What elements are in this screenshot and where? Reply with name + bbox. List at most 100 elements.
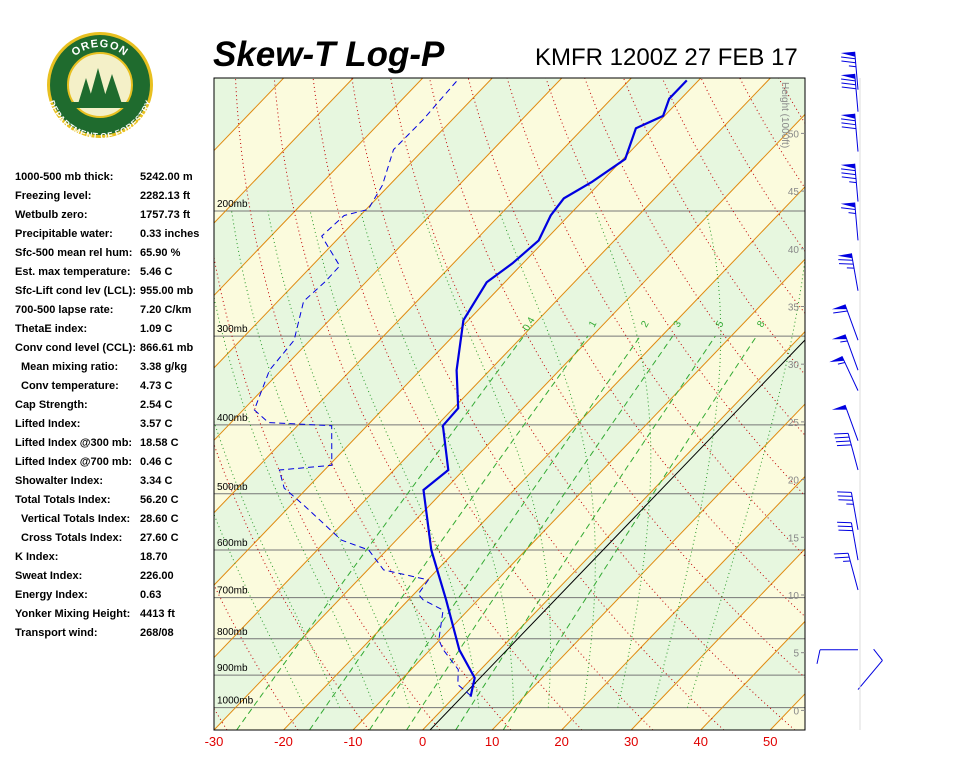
- axes: 1000mb 900mb 800mb 700mb 600mb 500mb 400mb 300m…: [205, 82, 805, 749]
- index-value: 226.00: [140, 570, 174, 582]
- barb-feather: [841, 60, 856, 64]
- barb-feather: [841, 168, 856, 172]
- isotherm: [214, 78, 424, 297]
- height-tick-label: 0: [793, 706, 799, 717]
- index-label: Sfc-Lift cond lev (LCL):: [15, 285, 136, 297]
- barb-staff: [841, 355, 859, 391]
- barb-staff: [854, 202, 859, 241]
- wind-barb: [837, 521, 859, 561]
- moist-adiabat: [421, 210, 551, 708]
- isotherm: [909, 78, 960, 730]
- logo-ground: [72, 102, 128, 108]
- mixing-ratio-label: 3: [672, 319, 685, 330]
- isotherm: [214, 78, 632, 514]
- barb-feather: [837, 491, 852, 493]
- index-label: Freezing level:: [15, 190, 91, 202]
- barb-staff: [850, 492, 859, 530]
- isotherm: [214, 78, 493, 369]
- barb-staff: [844, 304, 859, 341]
- barb-half-feather: [848, 65, 857, 68]
- wind-barb: [833, 432, 859, 471]
- index-label: Cap Strength:: [15, 399, 88, 411]
- height-tick-label: 10: [788, 591, 800, 602]
- barb-feather: [841, 126, 857, 130]
- wind-barb: [829, 355, 859, 391]
- index-label: Conv cond level (CCL):: [15, 342, 136, 354]
- barb-feather: [841, 78, 856, 82]
- index-label: Lifted Index @700 mb:: [15, 456, 132, 468]
- barb-staff: [854, 73, 859, 112]
- index-value: 3.57 C: [140, 418, 172, 430]
- barb-flag: [837, 253, 853, 259]
- isotherm: [561, 475, 805, 730]
- index-label: Conv temperature:: [21, 380, 119, 392]
- mixing-ratio-label: 8: [755, 319, 768, 330]
- wind-barb: [831, 334, 859, 371]
- index-label: Transport wind:: [15, 627, 98, 639]
- barb-half-feather: [840, 340, 848, 343]
- isotherm: [630, 548, 805, 730]
- barb-flag: [829, 356, 845, 363]
- wind-barb: [840, 113, 859, 152]
- indices-panel: 1000-500 mb thick: 5242.00 m Freezing leve…: [15, 171, 199, 639]
- x-tick-label: -10: [344, 734, 363, 749]
- reference-line: [429, 339, 805, 730]
- index-label: 700-500 lapse rate:: [15, 304, 113, 316]
- index-value: 5.46 C: [140, 266, 172, 278]
- index-label: Wetbulb zero:: [15, 209, 88, 221]
- barb-flag: [840, 51, 856, 57]
- index-value: 0.63: [140, 589, 161, 601]
- barb-feather: [838, 263, 854, 265]
- index-value: 4413 ft: [140, 608, 175, 620]
- barb-feather: [841, 118, 856, 122]
- index-value: 65.90 %: [140, 247, 181, 259]
- moist-adiabat: [594, 210, 652, 708]
- wind-barbs: [816, 51, 883, 730]
- height-tick-label: 45: [788, 187, 800, 198]
- index-label: Mean mixing ratio:: [21, 361, 118, 373]
- logo: OREGON DEPARTMENT OF FORESTRY: [46, 32, 154, 141]
- index-value: 28.60 C: [140, 513, 179, 525]
- wind-barb: [857, 648, 883, 690]
- index-label: ThetaE index:: [15, 323, 87, 335]
- x-tick-label: 40: [693, 734, 707, 749]
- moist-adiabat: [214, 295, 375, 708]
- isotherm: [352, 258, 805, 730]
- pressure-label: 900mb: [217, 663, 248, 674]
- index-value: 18.58 C: [140, 437, 179, 449]
- index-value: 866.61 mb: [140, 342, 193, 354]
- isotherm: [491, 403, 805, 730]
- title: Skew-T Log-P: [213, 35, 445, 74]
- index-label: Precipitable water:: [15, 228, 113, 240]
- barb-feather: [834, 556, 850, 559]
- x-tick-label: 20: [554, 734, 568, 749]
- barb-feather: [833, 432, 849, 435]
- index-value: 2.54 C: [140, 399, 172, 411]
- barb-feather: [833, 310, 848, 314]
- isotherm-band: [214, 78, 805, 730]
- index-label: Est. max temperature:: [15, 266, 131, 278]
- mixing-ratio-line: [368, 335, 641, 730]
- index-value: 0.33 inches: [140, 228, 199, 240]
- mixing-ratio-line: [236, 335, 525, 730]
- wind-barb: [831, 304, 859, 341]
- mixing-ratio-label: 1: [587, 319, 600, 330]
- index-value: 1757.73 ft: [140, 209, 190, 221]
- wind-barb: [840, 163, 859, 202]
- barb-staff: [850, 253, 859, 291]
- height-tick-label: 30: [788, 360, 800, 371]
- barb-feather: [816, 649, 821, 664]
- pressure-label: 200mb: [217, 199, 248, 210]
- barb-flag: [840, 202, 856, 208]
- barb-staff: [854, 113, 859, 152]
- barb-staff: [847, 433, 859, 471]
- index-label: Vertical Totals Index:: [21, 513, 130, 525]
- isotherm: [422, 330, 805, 730]
- barb-staff: [857, 660, 883, 690]
- isotherm: [214, 113, 805, 730]
- index-value: 268/08: [140, 627, 174, 639]
- barb-flag: [840, 73, 856, 79]
- height-tick-label: 25: [788, 418, 800, 429]
- mixing-ratio-line: [502, 335, 758, 730]
